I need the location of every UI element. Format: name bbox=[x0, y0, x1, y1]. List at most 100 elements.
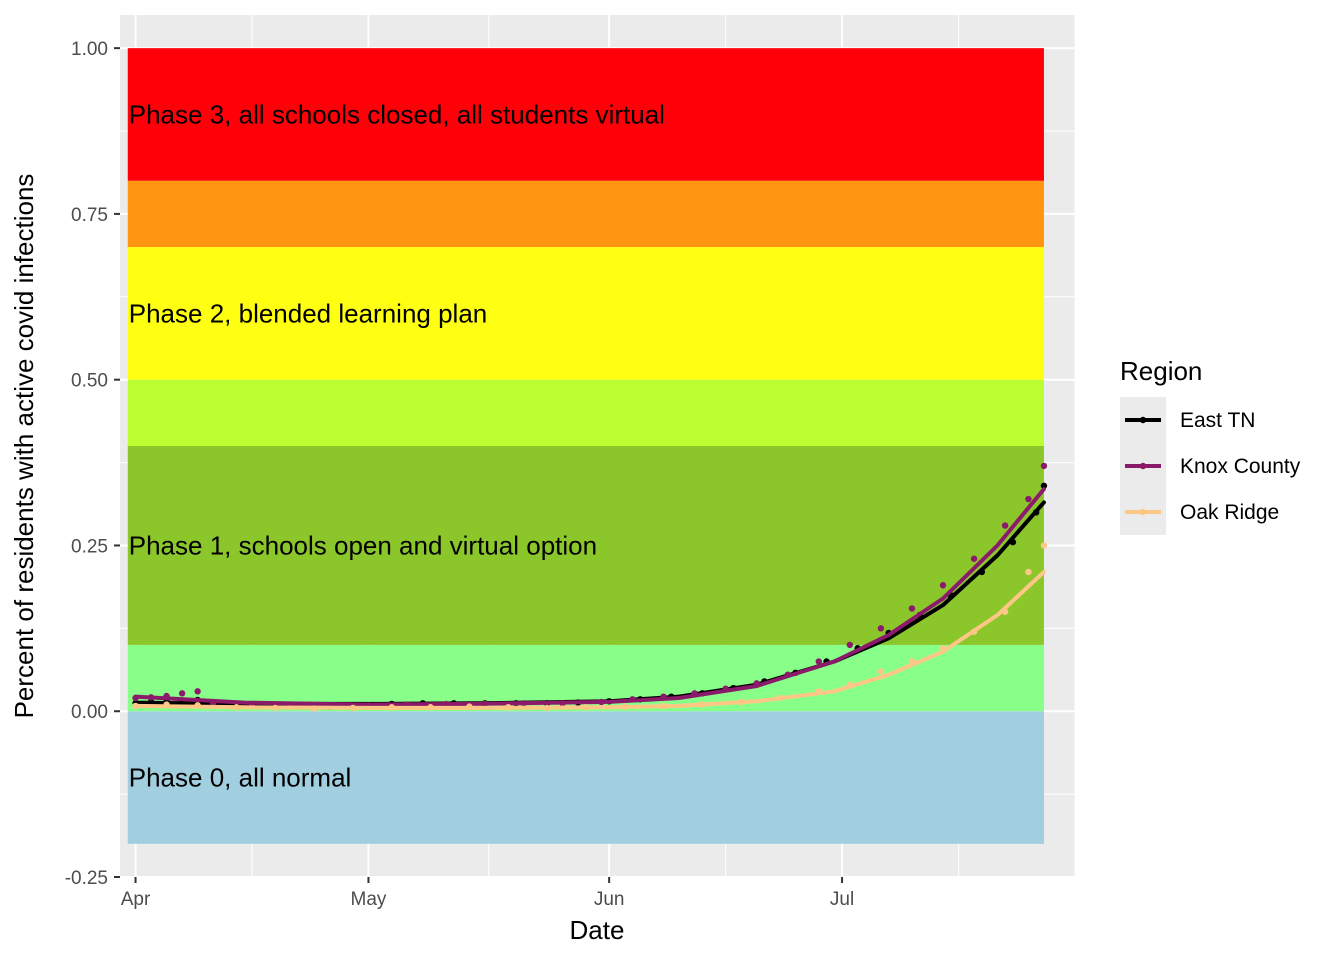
data-point bbox=[846, 681, 854, 688]
y-axis: -0.25 0.00 0.25 0.50 0.75 1.00 bbox=[65, 39, 120, 889]
data-point bbox=[691, 690, 698, 697]
phase-band-label: Phase 0, all normal bbox=[129, 763, 352, 793]
data-point bbox=[1040, 462, 1048, 470]
data-point bbox=[163, 692, 170, 700]
phase-band-label: Phase 3, all schools closed, all student… bbox=[129, 99, 665, 129]
data-point bbox=[194, 702, 201, 709]
data-point bbox=[147, 698, 155, 706]
y-tick-label: 0.00 bbox=[71, 702, 108, 723]
data-point bbox=[147, 694, 155, 701]
data-point bbox=[233, 704, 240, 711]
data-point bbox=[908, 605, 916, 612]
data-point bbox=[310, 705, 318, 712]
x-tick-label: Apr bbox=[121, 889, 151, 910]
data-point bbox=[520, 700, 527, 707]
data-point bbox=[1001, 522, 1009, 529]
phase-bands bbox=[127, 48, 1044, 844]
data-point bbox=[163, 701, 170, 708]
x-tick-label: May bbox=[351, 889, 387, 910]
phase-band bbox=[127, 711, 1044, 844]
data-point bbox=[737, 698, 745, 706]
data-point bbox=[753, 680, 760, 687]
y-tick-label: -0.25 bbox=[65, 868, 108, 889]
data-point bbox=[598, 698, 605, 706]
legend-label: East TN bbox=[1180, 409, 1255, 432]
data-point bbox=[1009, 538, 1017, 546]
y-tick-label: 0.50 bbox=[71, 371, 108, 392]
legend-item: Oak Ridge bbox=[1120, 489, 1279, 535]
data-point bbox=[660, 702, 667, 710]
phase-band-label: Phase 1, schools open and virtual option bbox=[129, 530, 597, 560]
data-point bbox=[660, 693, 667, 700]
data-point bbox=[776, 694, 784, 702]
data-point bbox=[908, 658, 916, 665]
data-point bbox=[1001, 608, 1009, 615]
data-point bbox=[629, 696, 636, 703]
phase-band-label: Phase 2, blended learning plan bbox=[129, 298, 488, 328]
data-point bbox=[699, 701, 706, 708]
x-axis: Apr May Jun Jul bbox=[121, 877, 854, 910]
data-point bbox=[582, 704, 590, 711]
data-point bbox=[481, 700, 489, 708]
series-oak-ridge bbox=[132, 542, 1048, 712]
data-point bbox=[178, 690, 186, 697]
data-point bbox=[722, 685, 729, 692]
series-layer bbox=[132, 462, 1048, 712]
y-tick-label: 0.25 bbox=[71, 536, 108, 557]
data-point bbox=[272, 704, 279, 712]
data-point bbox=[621, 703, 628, 710]
y-tick-label: 1.00 bbox=[71, 39, 108, 60]
phase-band-labels: Phase 0, all normal Phase 1, schools open… bbox=[129, 99, 665, 792]
legend-label: Oak Ridge bbox=[1180, 501, 1279, 524]
data-point bbox=[132, 702, 139, 710]
data-point bbox=[209, 700, 217, 707]
data-point bbox=[543, 704, 551, 712]
phase-band bbox=[127, 180, 1044, 248]
data-point bbox=[505, 704, 512, 711]
legend-title: Region bbox=[1120, 356, 1202, 386]
data-point bbox=[1032, 509, 1040, 516]
data-point bbox=[1025, 568, 1032, 576]
phase-band bbox=[127, 379, 1044, 446]
legend-point bbox=[1139, 508, 1147, 516]
data-point bbox=[427, 704, 434, 711]
data-point bbox=[877, 668, 885, 675]
data-point bbox=[970, 628, 978, 635]
data-point bbox=[970, 555, 978, 562]
data-point bbox=[784, 671, 791, 678]
series-fit-line bbox=[133, 487, 1046, 707]
data-point bbox=[388, 704, 395, 711]
data-point bbox=[442, 700, 450, 708]
x-tick-label: Jun bbox=[594, 889, 625, 910]
phase-band bbox=[127, 446, 1044, 645]
phase-band bbox=[127, 48, 1044, 181]
legend-label: Knox County bbox=[1180, 455, 1301, 478]
y-tick-label: 0.75 bbox=[71, 205, 108, 226]
legend-item: East TN bbox=[1120, 397, 1255, 443]
legend-point bbox=[1139, 462, 1147, 470]
data-point bbox=[939, 645, 947, 652]
data-point bbox=[559, 700, 566, 707]
data-point bbox=[1025, 495, 1032, 503]
data-point bbox=[466, 703, 473, 710]
data-point bbox=[815, 688, 822, 695]
legend-point bbox=[1139, 416, 1147, 424]
x-axis-title: Date bbox=[570, 915, 625, 945]
y-axis-title: Percent of residents with active covid i… bbox=[9, 174, 39, 719]
legend: Region East TN Knox County Oak Ridge bbox=[1120, 356, 1301, 535]
data-point bbox=[846, 641, 854, 649]
data-point bbox=[1040, 482, 1048, 489]
legend-item: Knox County bbox=[1120, 443, 1301, 489]
data-point bbox=[815, 658, 822, 665]
data-point bbox=[132, 694, 139, 702]
data-point bbox=[194, 688, 201, 695]
data-point bbox=[978, 568, 986, 576]
phase-band bbox=[127, 247, 1044, 380]
series-fit-line bbox=[133, 570, 1046, 710]
data-point bbox=[349, 704, 357, 712]
data-point bbox=[877, 625, 885, 632]
x-tick-label: Jul bbox=[830, 889, 854, 910]
data-point bbox=[939, 582, 947, 589]
